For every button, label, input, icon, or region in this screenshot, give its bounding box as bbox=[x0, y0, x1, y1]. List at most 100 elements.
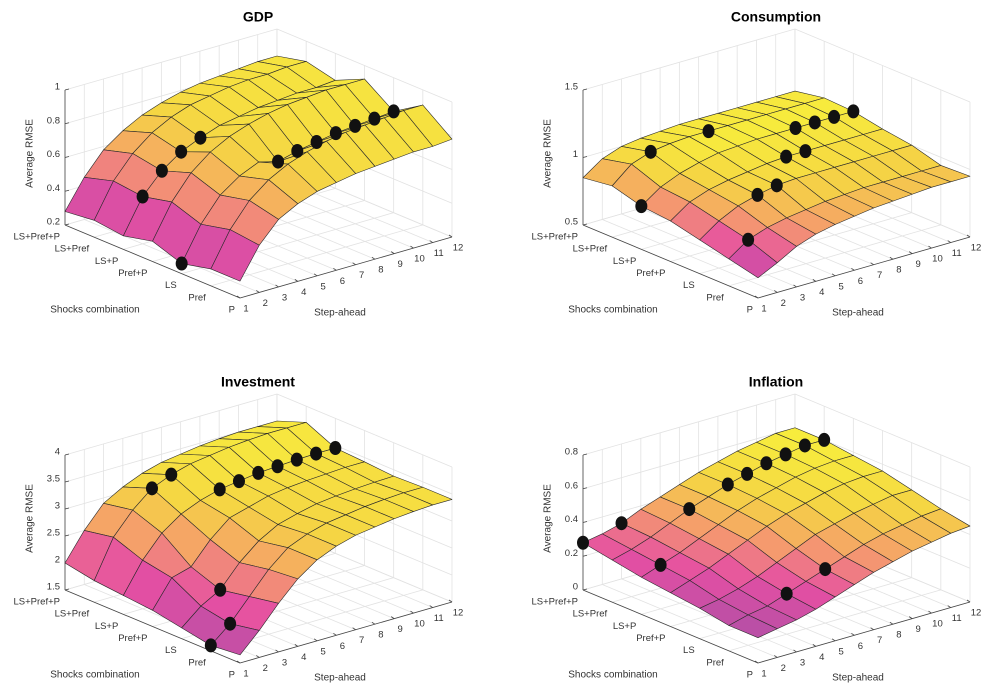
y-tick-label: 11 bbox=[952, 613, 962, 624]
tick bbox=[774, 290, 778, 293]
y-tick-label: 11 bbox=[434, 248, 444, 259]
chart-title: Consumption bbox=[731, 9, 821, 25]
tick bbox=[371, 621, 376, 625]
y-tick-label: 3 bbox=[282, 292, 287, 303]
y-tick-label: 8 bbox=[378, 630, 383, 641]
marker bbox=[828, 109, 841, 124]
marker bbox=[252, 465, 265, 480]
marker bbox=[349, 118, 362, 133]
z-tick-label: 1.5 bbox=[47, 582, 60, 593]
y-tick-label: 8 bbox=[896, 265, 901, 276]
x-tick-label: P bbox=[747, 670, 753, 681]
chart-title: GDP bbox=[243, 9, 273, 25]
tick bbox=[64, 88, 70, 91]
y-tick-label: 2 bbox=[263, 298, 268, 309]
y-tick-label: 10 bbox=[414, 254, 425, 265]
marker bbox=[291, 143, 304, 158]
marker bbox=[780, 586, 793, 601]
z-tick-label: 0.4 bbox=[565, 514, 578, 525]
tick bbox=[831, 638, 836, 642]
y-axis-label: Step-ahead bbox=[832, 673, 884, 684]
chart-title: Inflation bbox=[749, 374, 803, 390]
y-tick-label: 1 bbox=[761, 304, 766, 315]
y-axis-label: Step-ahead bbox=[832, 308, 884, 319]
tick bbox=[294, 644, 299, 647]
marker bbox=[702, 124, 715, 139]
x-tick-label: LS+Pref bbox=[55, 244, 90, 255]
x-tick-label: LS+P bbox=[613, 621, 637, 632]
marker bbox=[751, 187, 764, 202]
tick bbox=[294, 279, 299, 282]
x-tick-label: Pref bbox=[188, 292, 206, 303]
tick bbox=[448, 234, 453, 238]
marker bbox=[310, 135, 323, 150]
y-tick-label: 4 bbox=[819, 652, 824, 663]
tick bbox=[313, 638, 318, 642]
z-tick-label: 2 bbox=[55, 555, 60, 566]
surface-face bbox=[728, 614, 778, 638]
y-axis bbox=[757, 236, 971, 299]
y-tick-label: 4 bbox=[301, 652, 306, 663]
marker bbox=[760, 456, 773, 471]
marker bbox=[683, 502, 696, 517]
marker bbox=[204, 638, 217, 653]
y-tick-label: 7 bbox=[359, 635, 364, 646]
grid-line bbox=[582, 393, 796, 456]
z-tick-label: 3 bbox=[55, 501, 60, 512]
marker bbox=[194, 130, 207, 145]
y-tick-label: 2 bbox=[781, 663, 786, 674]
x-tick-label: LS+P bbox=[95, 256, 119, 267]
x-tick-label: P bbox=[747, 305, 753, 316]
y-tick-label: 10 bbox=[414, 619, 425, 630]
marker bbox=[770, 178, 783, 193]
tick bbox=[448, 599, 453, 603]
marker bbox=[819, 562, 832, 577]
marker bbox=[847, 104, 860, 119]
grid-line bbox=[728, 589, 941, 652]
tick bbox=[410, 610, 414, 614]
z-tick-label: 2.5 bbox=[47, 528, 60, 539]
surface-face bbox=[210, 623, 260, 656]
y-tick-label: 11 bbox=[434, 613, 444, 624]
tick bbox=[352, 627, 356, 631]
marker bbox=[721, 477, 734, 492]
y-tick-label: 2 bbox=[263, 663, 268, 674]
marker bbox=[780, 149, 793, 164]
tick bbox=[908, 251, 913, 254]
tick bbox=[64, 189, 70, 192]
x-tick-label: Pref+P bbox=[118, 268, 147, 279]
tick bbox=[256, 655, 260, 658]
tick bbox=[410, 245, 414, 249]
y-tick-label: 12 bbox=[453, 243, 464, 254]
tick bbox=[947, 605, 951, 608]
y-tick-label: 9 bbox=[916, 259, 921, 270]
marker bbox=[654, 557, 667, 572]
marker bbox=[799, 144, 812, 159]
tick bbox=[313, 273, 318, 277]
grid-line bbox=[728, 224, 941, 287]
tick bbox=[889, 256, 894, 260]
marker bbox=[818, 432, 831, 447]
tick bbox=[582, 588, 588, 591]
tick bbox=[870, 627, 874, 631]
tick bbox=[236, 660, 241, 664]
tick bbox=[966, 599, 971, 603]
z-tick-label: 0 bbox=[573, 582, 578, 593]
z-tick-label: 0.8 bbox=[565, 447, 578, 458]
tick bbox=[582, 487, 588, 490]
tick bbox=[966, 234, 971, 238]
tick bbox=[256, 290, 260, 293]
y-tick-label: 7 bbox=[877, 270, 882, 281]
tick bbox=[851, 267, 855, 271]
x-tick-label: LS bbox=[683, 645, 695, 656]
y-tick-label: 10 bbox=[932, 254, 943, 265]
tick bbox=[390, 616, 395, 619]
tick bbox=[64, 534, 70, 537]
surface-face bbox=[210, 229, 260, 282]
z-tick-label: 0.6 bbox=[565, 480, 578, 491]
marker bbox=[272, 154, 285, 169]
x-tick-label: Pref+P bbox=[636, 268, 665, 279]
tick bbox=[429, 605, 433, 608]
z-tick-label: 0.8 bbox=[47, 115, 60, 126]
grid-line bbox=[210, 224, 423, 287]
